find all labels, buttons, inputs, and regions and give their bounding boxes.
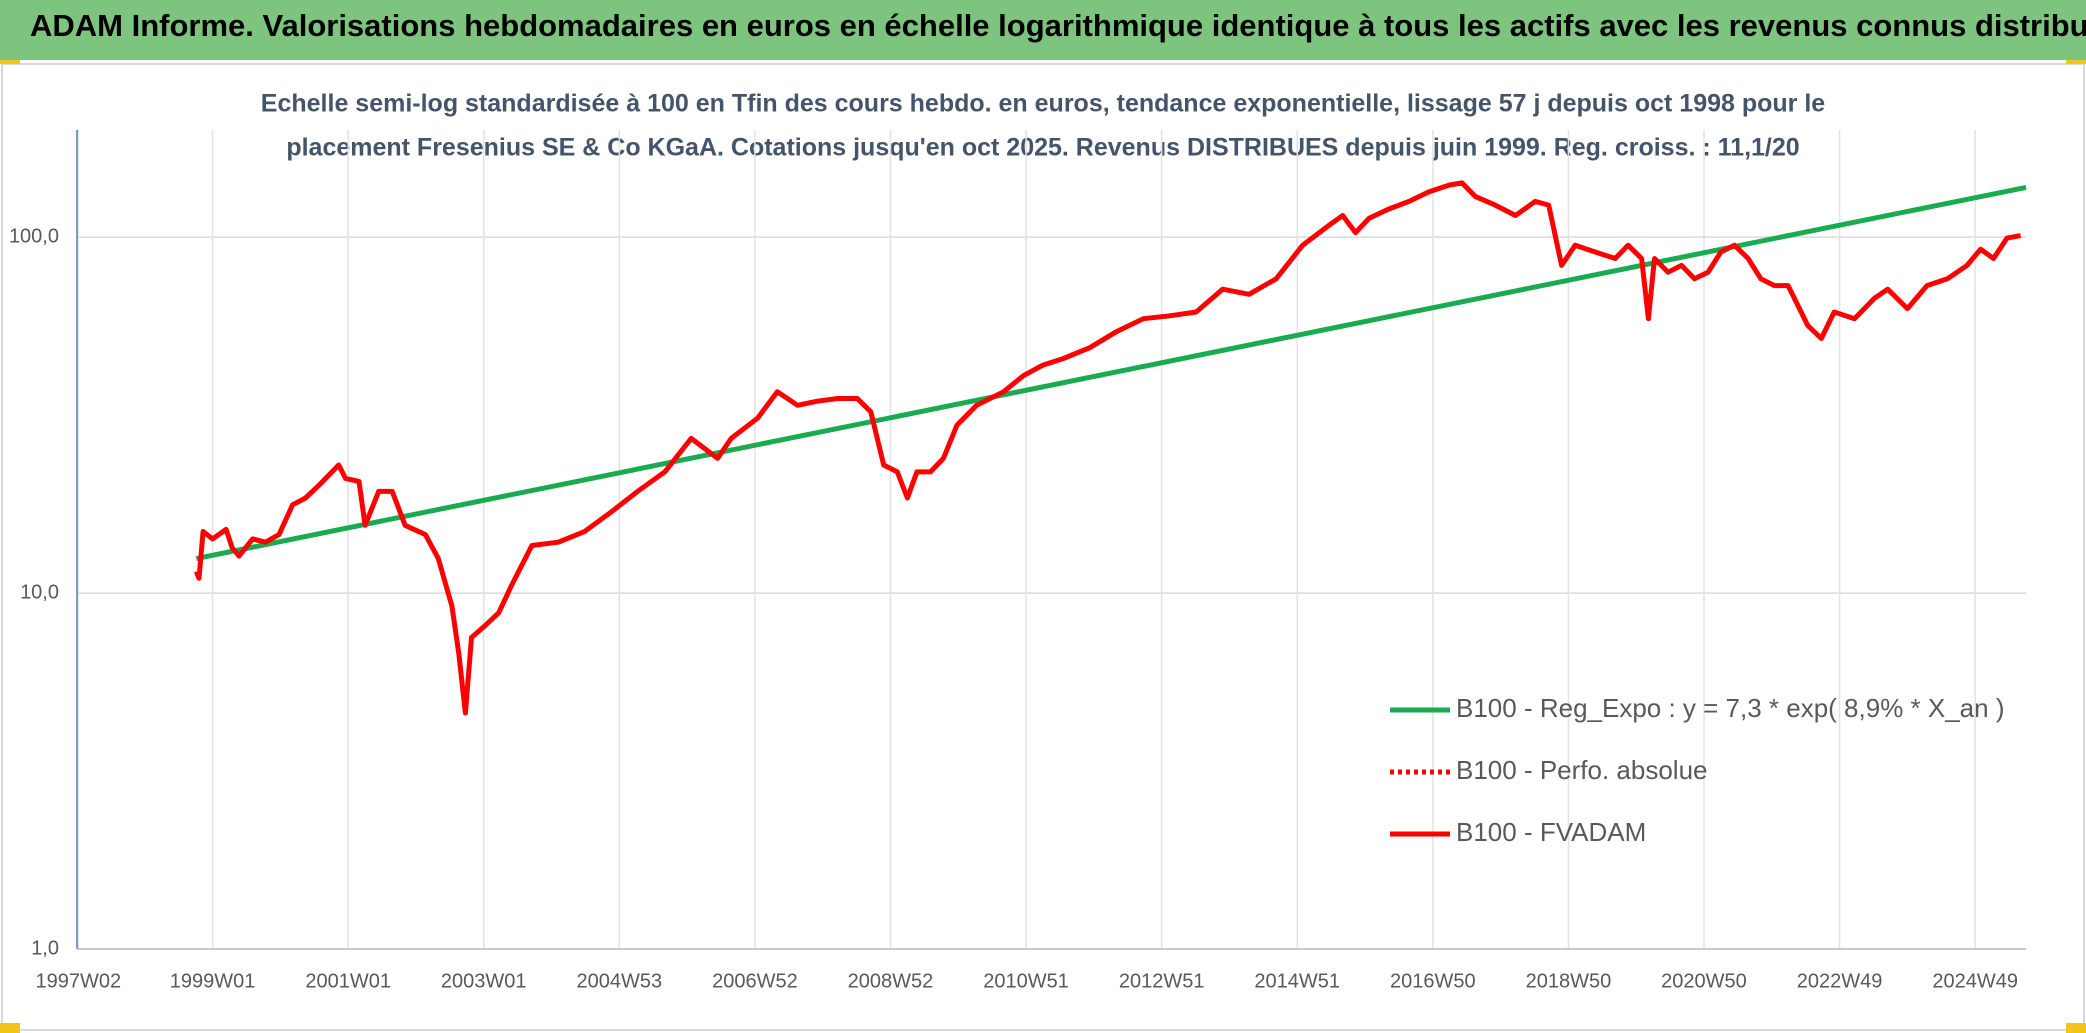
x-tick-label: 1999W01	[170, 970, 256, 992]
header-title: ADAM Informe. Valorisations hebdomadaire…	[30, 8, 2086, 43]
x-tick-label: 2014W51	[1254, 970, 1340, 992]
corner-mark	[0, 1023, 20, 1033]
y-tick-label: 1,0	[31, 937, 59, 959]
y-tick-label: 100,0	[9, 225, 59, 247]
legend-label: B100 - Perfo. absolue	[1456, 755, 1708, 785]
x-tick-label: 2003W01	[441, 970, 527, 992]
x-tick-label: 2010W51	[983, 970, 1069, 992]
x-tick-label: 2004W53	[577, 970, 663, 992]
corner-mark	[2066, 60, 2086, 64]
y-tick-label: 10,0	[20, 581, 59, 603]
chart-title: Echelle semi-log standardisée à 100 en T…	[261, 90, 1826, 118]
corner-mark	[2066, 1023, 2086, 1033]
x-tick-label: 2024W49	[1932, 970, 2018, 992]
legend-label: B100 - FVADAM	[1456, 817, 1646, 847]
x-tick-label: 2018W50	[1526, 970, 1612, 992]
x-tick-label: 2020W50	[1661, 970, 1747, 992]
x-tick-label: 2006W52	[712, 970, 798, 992]
chart: Echelle semi-log standardisée à 100 en T…	[0, 60, 2086, 1033]
x-tick-label: 2008W52	[848, 970, 934, 992]
x-tick-label: 1997W02	[36, 970, 122, 992]
chart-frame	[1, 63, 2085, 1031]
x-tick-label: 2012W51	[1119, 970, 1205, 992]
x-tick-label: 2001W01	[305, 970, 391, 992]
series-line	[193, 180, 2022, 716]
chart-title: placement Fresenius SE & Co KGaA. Cotati…	[286, 134, 1799, 162]
legend-label: B100 - Reg_Expo : y = 7,3 * exp( 8,9% * …	[1456, 693, 2005, 723]
x-tick-label: 2022W49	[1797, 970, 1883, 992]
header: ADAM Informe. Valorisations hebdomadaire…	[0, 0, 2086, 60]
corner-mark	[0, 60, 20, 64]
x-tick-label: 2016W50	[1390, 970, 1476, 992]
